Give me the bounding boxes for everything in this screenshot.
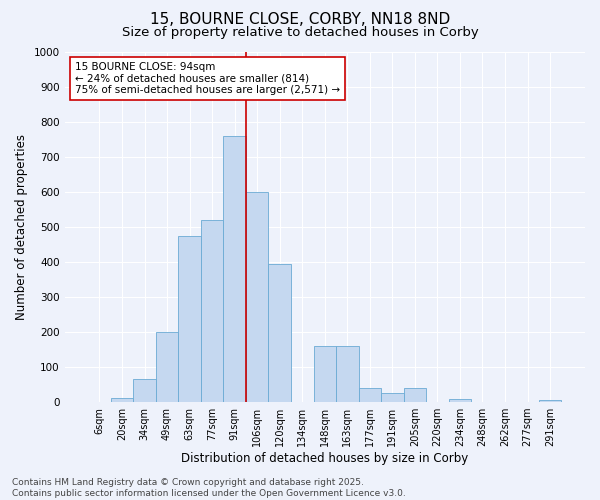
Bar: [178, 236, 201, 402]
Bar: [133, 380, 156, 402]
Bar: [381, 394, 404, 402]
Bar: [336, 346, 359, 402]
Text: 15 BOURNE CLOSE: 94sqm
← 24% of detached houses are smaller (814)
75% of semi-de: 15 BOURNE CLOSE: 94sqm ← 24% of detached…: [75, 62, 340, 95]
Bar: [201, 220, 223, 402]
Bar: [449, 398, 471, 402]
Y-axis label: Number of detached properties: Number of detached properties: [15, 134, 28, 320]
Bar: [111, 398, 133, 402]
Text: Size of property relative to detached houses in Corby: Size of property relative to detached ho…: [122, 26, 478, 39]
Bar: [156, 332, 178, 402]
Bar: [268, 264, 291, 402]
Bar: [404, 388, 426, 402]
Bar: [223, 136, 246, 402]
Text: 15, BOURNE CLOSE, CORBY, NN18 8ND: 15, BOURNE CLOSE, CORBY, NN18 8ND: [150, 12, 450, 28]
Bar: [359, 388, 381, 402]
X-axis label: Distribution of detached houses by size in Corby: Distribution of detached houses by size …: [181, 452, 469, 465]
Text: Contains HM Land Registry data © Crown copyright and database right 2025.
Contai: Contains HM Land Registry data © Crown c…: [12, 478, 406, 498]
Bar: [539, 400, 562, 402]
Bar: [246, 192, 268, 402]
Bar: [314, 346, 336, 402]
